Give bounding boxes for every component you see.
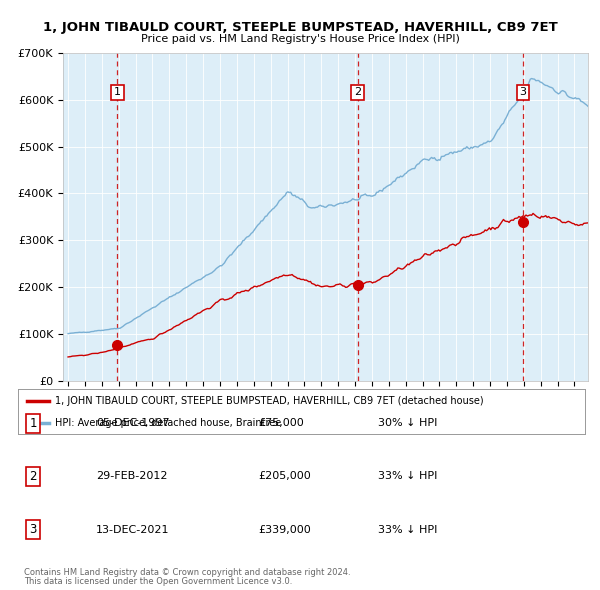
- Text: 2: 2: [354, 87, 361, 97]
- Text: 13-DEC-2021: 13-DEC-2021: [96, 525, 170, 535]
- Text: 3: 3: [29, 523, 37, 536]
- Text: 1, JOHN TIBAULD COURT, STEEPLE BUMPSTEAD, HAVERHILL, CB9 7ET (detached house): 1, JOHN TIBAULD COURT, STEEPLE BUMPSTEAD…: [55, 396, 484, 407]
- Text: 33% ↓ HPI: 33% ↓ HPI: [378, 471, 437, 481]
- Text: 3: 3: [520, 87, 527, 97]
- Text: HPI: Average price, detached house, Braintree: HPI: Average price, detached house, Brai…: [55, 418, 281, 428]
- Text: 30% ↓ HPI: 30% ↓ HPI: [378, 418, 437, 428]
- Text: Contains HM Land Registry data © Crown copyright and database right 2024.: Contains HM Land Registry data © Crown c…: [24, 568, 350, 577]
- Text: 2: 2: [29, 470, 37, 483]
- Text: 1: 1: [114, 87, 121, 97]
- Text: £75,000: £75,000: [258, 418, 304, 428]
- Text: 1, JOHN TIBAULD COURT, STEEPLE BUMPSTEAD, HAVERHILL, CB9 7ET: 1, JOHN TIBAULD COURT, STEEPLE BUMPSTEAD…: [43, 21, 557, 34]
- Text: 33% ↓ HPI: 33% ↓ HPI: [378, 525, 437, 535]
- Text: Price paid vs. HM Land Registry's House Price Index (HPI): Price paid vs. HM Land Registry's House …: [140, 34, 460, 44]
- Text: £205,000: £205,000: [258, 471, 311, 481]
- Text: This data is licensed under the Open Government Licence v3.0.: This data is licensed under the Open Gov…: [24, 578, 292, 586]
- Text: 29-FEB-2012: 29-FEB-2012: [96, 471, 167, 481]
- Text: 1: 1: [29, 417, 37, 430]
- Text: 05-DEC-1997: 05-DEC-1997: [96, 418, 170, 428]
- Text: £339,000: £339,000: [258, 525, 311, 535]
